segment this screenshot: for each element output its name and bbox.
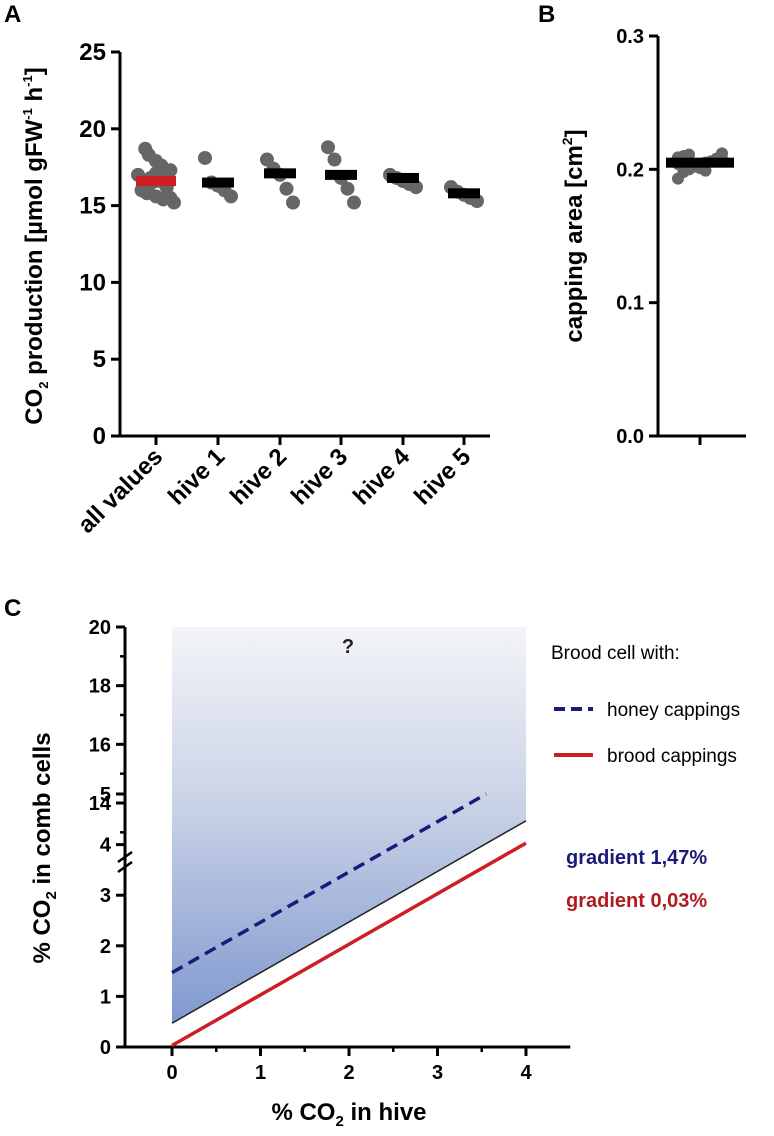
axis-break-mark <box>117 860 133 874</box>
panel-a-point <box>198 150 212 165</box>
panel-b-y-axis: 0.0 0.1 0.2 0.3 <box>616 26 746 448</box>
panel-a-means <box>136 168 480 199</box>
panel-a-y-axis: 0 5 10 15 20 25 <box>79 39 122 450</box>
panel-label-b: B <box>538 1 555 28</box>
panel-c-axes: 0 1 2 3 4 514 16 18 20 0 1 2 3 4 <box>89 617 571 1084</box>
panel-a-point <box>327 152 342 167</box>
panel-c-lines <box>171 792 527 1048</box>
panel-c-chart: 0 1 2 3 4 514 16 18 20 0 1 2 3 4 ? % CO2 in comb cell… <box>29 617 740 1130</box>
panel-b-chart: 0.0 0.1 0.2 0.3 capping area [cm2] <box>559 26 746 448</box>
panel-c-gradient-region <box>171 627 527 1024</box>
panel-c-y-tick-label-lower: 5 <box>100 784 111 806</box>
panel-c-x-tick-label: 0 <box>166 1062 177 1084</box>
panel-a-mean-bar <box>264 168 296 179</box>
panel-a-point <box>163 190 178 205</box>
legend-brood-label: brood cappings <box>607 746 737 767</box>
axis-break-mark <box>117 850 133 864</box>
panel-a-x-tick-label: hive 4 <box>348 443 416 511</box>
panel-c-x-tick-label: 2 <box>343 1062 354 1084</box>
panel-a-y-tick-label: 25 <box>79 39 106 66</box>
question-mark: ? <box>342 636 354 658</box>
panel-c-y-tick-label-upper: 16 <box>89 734 111 756</box>
panel-c-x-tick-label: 1 <box>255 1062 266 1084</box>
panel-c-y-tick-label-lower: 0 <box>100 1037 111 1059</box>
panel-a-y-tick-label: 15 <box>79 193 106 220</box>
panel-b-y-label: capping area [cm2] <box>559 129 588 342</box>
panel-c-x-tick-label: 4 <box>520 1062 532 1084</box>
panel-b-y-tick-label: 0.3 <box>616 26 644 48</box>
panel-a-x-tick-label: hive 2 <box>225 443 292 510</box>
panel-a-mean-bar <box>202 177 234 188</box>
gradient-area <box>172 627 526 1024</box>
panel-label-a: A <box>4 1 21 28</box>
panel-a-y-tick-label: 20 <box>79 116 106 143</box>
panel-b-y-tick-label: 0.0 <box>616 426 644 448</box>
panel-c-y-tick-label-lower: 1 <box>100 986 111 1008</box>
panel-a-y-tick-label: 5 <box>93 346 106 373</box>
panel-a-y-tick-label: 10 <box>79 269 106 296</box>
brood-cappings-line <box>171 841 527 1048</box>
panel-a-mean-bar <box>136 176 176 187</box>
panel-a-point <box>347 195 361 210</box>
panel-a-y-label: CO2 production [µmol gFW-1 h-1] <box>20 67 51 424</box>
panel-a-point <box>321 140 335 155</box>
panel-c-y-tick-label-lower: 2 <box>100 936 111 958</box>
panel-a-point <box>340 181 355 196</box>
panel-a-point <box>224 189 238 204</box>
panel-c-legend: Brood cell with: honey cappings brood ca… <box>551 643 740 767</box>
panel-c-y-tick-label-upper: 20 <box>89 617 111 639</box>
panel-a-x-tick-label: hive 5 <box>409 443 476 510</box>
panel-c-y-tick-label-upper: 18 <box>89 676 111 698</box>
panel-a-point <box>409 180 423 195</box>
panel-a-x-tick-label: all values <box>73 443 169 539</box>
legend-title: Brood cell with: <box>551 643 680 664</box>
gradient-honey-annotation: gradient 1,47% <box>566 847 707 869</box>
panel-a-mean-bar <box>325 169 357 180</box>
panel-a-point <box>286 195 300 210</box>
panel-b-y-tick-label: 0.1 <box>616 293 644 315</box>
legend-honey-label: honey cappings <box>607 700 740 721</box>
panel-c-y-tick-label-lower: 3 <box>100 885 111 907</box>
panel-c-y-tick-label-lower: 4 <box>100 835 112 857</box>
panel-c-y-tick-label-upper: 14 <box>89 793 112 815</box>
panel-b-mean <box>666 157 734 168</box>
panel-a-mean-bar <box>387 172 419 183</box>
panel-a-x-tick-label: hive 3 <box>286 443 353 510</box>
panel-label-c: C <box>4 595 21 622</box>
honey-cappings-line <box>171 792 488 975</box>
panel-b-y-tick-label: 0.2 <box>616 159 644 181</box>
panel-a-x-tick-label: hive 1 <box>163 443 230 510</box>
gradient-area-lower-edge <box>171 820 527 1024</box>
panel-b-point <box>716 147 728 160</box>
panel-a-y-tick-label: 0 <box>93 423 106 450</box>
panel-c-x-tick-label: 3 <box>432 1062 443 1084</box>
panel-a-mean-bar <box>448 188 480 199</box>
panel-c-y-label: % CO2 in comb cells <box>29 732 60 963</box>
panel-b-mean-bar <box>666 157 734 168</box>
gradient-brood-annotation: gradient 0,03% <box>566 890 707 912</box>
panel-a-points <box>131 140 484 210</box>
panel-a-point <box>279 181 294 196</box>
panel-c-x-label: % CO2 in hive <box>271 1099 426 1130</box>
